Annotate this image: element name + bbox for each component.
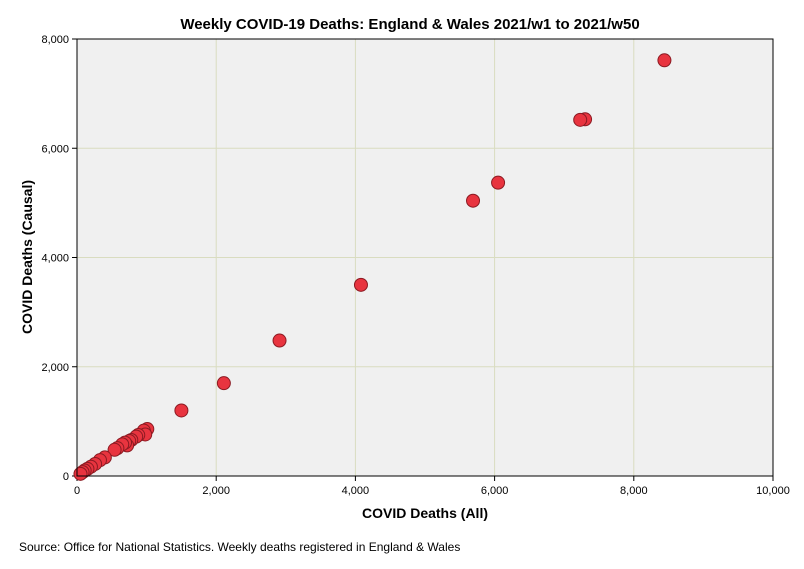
x-tick-label: 4,000 xyxy=(342,485,370,497)
data-point xyxy=(491,175,506,190)
y-axis-label: COVID Deaths (Causal) xyxy=(19,180,35,334)
y-tick-label: 6,000 xyxy=(41,143,69,155)
data-point xyxy=(73,466,88,481)
y-tick-label: 8,000 xyxy=(41,34,69,46)
source-note: Source: Office for National Statistics. … xyxy=(19,540,461,554)
y-axis: 0 2,000 4,000 6,000 8,000 xyxy=(41,34,77,483)
data-point xyxy=(657,53,672,68)
y-tick-label: 0 xyxy=(63,471,69,483)
x-tick-label: 10,000 xyxy=(756,485,790,497)
y-tick-label: 4,000 xyxy=(41,253,69,265)
x-axis-label: COVID Deaths (All) xyxy=(362,505,488,521)
x-tick-label: 0 xyxy=(74,485,80,497)
grid-layer xyxy=(77,39,773,476)
x-tick-label: 2,000 xyxy=(202,485,230,497)
plot-frame xyxy=(76,38,774,477)
data-point xyxy=(216,376,231,391)
data-points xyxy=(73,53,672,481)
x-tick-label: 8,000 xyxy=(620,485,648,497)
data-point xyxy=(107,442,122,457)
x-tick-label: 6,000 xyxy=(481,485,509,497)
data-point xyxy=(174,403,189,418)
data-point xyxy=(353,277,368,292)
x-axis: 0 2,000 4,000 6,000 8,000 10,000 xyxy=(74,476,790,497)
y-tick-label: 2,000 xyxy=(41,362,69,374)
data-point xyxy=(573,112,588,127)
data-point xyxy=(272,333,287,348)
data-point xyxy=(466,193,481,208)
chart-title: Weekly COVID-19 Deaths: England & Wales … xyxy=(180,16,639,33)
